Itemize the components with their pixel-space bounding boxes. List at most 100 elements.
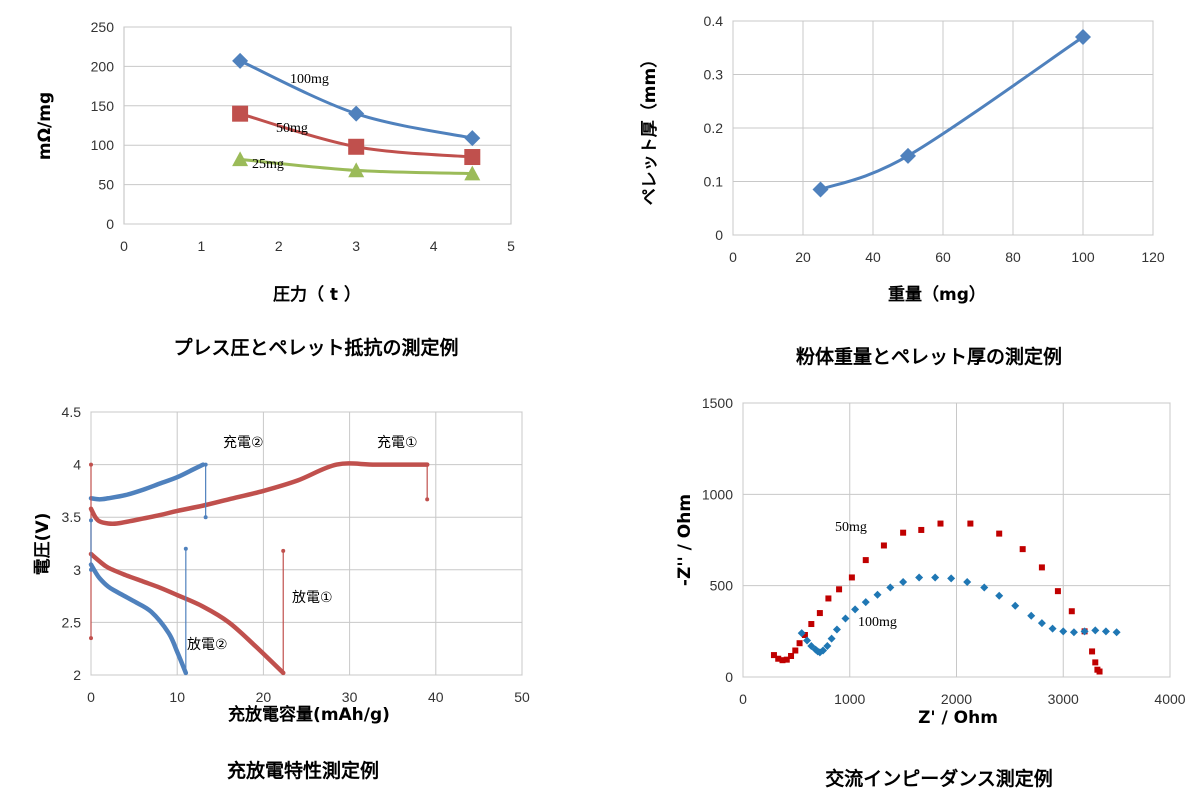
data-point [862,557,869,564]
data-point [803,636,812,645]
data-point [880,542,887,549]
y-tick-label: 0.4 [704,13,724,29]
series-line [88,562,189,676]
data-point [873,590,882,599]
x-tick-label: 10 [169,689,185,705]
data-point [937,520,944,527]
data-point [996,530,1003,537]
plot-area [123,26,512,225]
x-axis-title: Z' / Ohm [918,708,998,728]
data-point [1080,627,1089,636]
data-point [1101,627,1110,636]
series-line [819,35,1085,192]
series-line [88,462,206,502]
plot-area [90,411,523,676]
data-point [89,567,93,572]
data-point [770,652,777,659]
data-point [861,598,870,607]
y-tick-label: 2.5 [62,614,82,630]
series-label: 100mg [290,72,329,87]
x-tick-label: 0 [120,238,128,254]
x-tick-label: 80 [1005,249,1021,265]
data-point [348,138,365,155]
x-tick-label: 4000 [1154,691,1185,707]
y-tick-label: 4 [73,457,81,473]
y-tick-label: 0 [725,669,733,685]
series-label: 100mg [858,615,897,630]
y-axis-title: 電圧(V) [33,513,53,576]
impedance-caption: 交流インピーダンス測定例 [825,768,1053,790]
chart-2: 2 2.5 3 3.5 4 4.5 0 10 20 30 40 50 充放電容量(mAh/g) 電圧(V)… [33,404,530,725]
y-tick-label: 50 [98,177,114,193]
data-point [931,573,940,582]
data-point [900,147,916,164]
data-point [1096,668,1103,675]
data-point [1059,627,1068,636]
data-point [963,578,972,587]
data-point [947,574,956,583]
data-point [980,583,989,592]
y-tick-label: 0 [715,227,723,243]
y-tick-label: 500 [710,578,734,594]
weight-thickness-caption: 粉体重量とペレット厚の測定例 [795,346,1063,368]
chart-3: 0 500 1000 1500 0 1000 2000 3000 4000 Z' / Ohm -Z'… [675,395,1186,728]
series-line [88,551,286,676]
x-tick-label: 40 [428,689,444,705]
data-point [425,497,430,502]
series-line [238,59,474,140]
data-point [348,105,365,122]
data-point [812,181,829,198]
data-point [918,526,925,533]
data-point [1054,588,1061,595]
x-tick-label: 5 [507,238,515,254]
data-point [464,130,481,147]
data-point [779,657,786,664]
data-point [783,656,790,663]
x-tick-label: 4 [430,238,438,254]
y-tick-label: 150 [91,98,115,114]
data-point [183,670,188,675]
data-point [825,595,832,602]
x-tick-label: 20 [795,249,811,265]
data-point [819,646,828,655]
data-point [841,614,850,623]
x-tick-label: 60 [935,249,951,265]
series-label: 25mg [252,157,284,172]
data-point [1089,648,1096,655]
x-tick-label: 0 [739,691,747,707]
data-point [836,586,843,593]
data-point [832,625,841,634]
data-point [1112,628,1121,637]
y-tick-label: 0.2 [704,120,724,136]
series-label: 50mg [835,520,867,535]
data-point [232,52,249,69]
x-tick-label: 0 [729,249,737,265]
series-line [88,461,430,527]
y-tick-label: 250 [91,19,115,35]
y-tick-label: 4.5 [62,404,82,420]
curve-annotation: 充電② [223,435,264,451]
data-point [1068,608,1075,615]
data-point [816,610,823,617]
chart-0: 0 50 100 150 200 250 0 1 2 3 4 5 圧力（ t ） mΩ/mg 100mg 50… [35,19,515,305]
y-tick-label: 100 [91,137,115,153]
data-point [1038,564,1045,571]
data-point [281,548,286,553]
data-point [788,652,795,659]
x-tick-label: 3 [352,238,360,254]
y-tick-label: 1000 [702,486,733,502]
x-tick-label: 40 [865,249,881,265]
data-point [1092,659,1099,666]
y-tick-label: 3.5 [62,509,82,525]
data-point [464,165,481,181]
data-point [796,640,803,647]
data-point [89,636,93,641]
data-point [183,546,188,551]
data-point [464,149,481,166]
x-tick-label: 1000 [834,691,865,707]
data-point [995,591,1004,600]
data-point [797,629,806,638]
data-point [89,462,93,467]
x-tick-label: 2 [275,238,283,254]
data-point [851,605,860,614]
